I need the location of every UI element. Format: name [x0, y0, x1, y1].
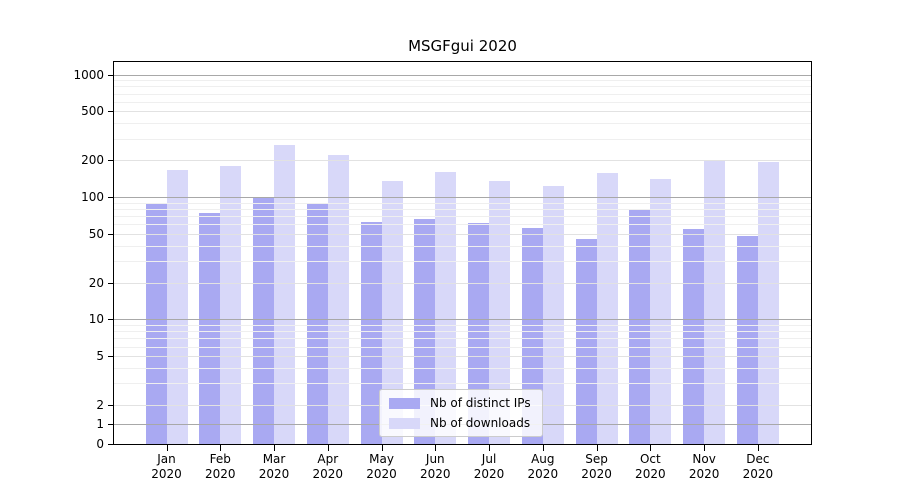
y-tick-label-2: 2: [96, 397, 104, 412]
gridline-1000: [114, 74, 811, 76]
gridline-100: [114, 196, 811, 198]
bar-downloads-may: [381, 181, 403, 444]
y-tick-10: [108, 319, 113, 321]
bar-distinct-ips-mar: [253, 196, 275, 444]
gridline-90: [114, 202, 811, 204]
bar-distinct-ips-dec: [736, 235, 758, 444]
y-tick-1000: [108, 74, 113, 76]
x-tick-label-aug: Aug 2020: [527, 452, 559, 481]
gridline-900: [114, 80, 811, 82]
x-tick-feb: [220, 445, 222, 451]
gridline-2: [114, 404, 811, 406]
bar-distinct-ips-sep: [575, 239, 597, 444]
bar-downloads-aug: [542, 185, 564, 444]
gridline-200: [114, 160, 811, 162]
x-tick-sep: [596, 445, 598, 451]
gridline-8: [114, 331, 811, 333]
x-tick-jun: [435, 445, 437, 451]
gridline-4: [114, 368, 811, 370]
x-tick-dec: [757, 445, 759, 451]
gridline-700: [114, 93, 811, 95]
bar-downloads-dec: [757, 161, 779, 444]
gridline-500: [114, 111, 811, 113]
x-tick-label-feb: Feb 2020: [204, 452, 236, 481]
bar-downloads-jul: [489, 181, 511, 444]
gridline-70: [114, 215, 811, 217]
x-tick-label-jan: Jan 2020: [151, 452, 182, 481]
bar-downloads-jan: [166, 170, 188, 444]
x-tick-aug: [542, 445, 544, 451]
gridline-3: [114, 383, 811, 385]
y-tick-100: [108, 196, 113, 198]
gridline-400: [114, 123, 811, 125]
bar-distinct-ips-apr: [306, 203, 328, 444]
x-tick-label-nov: Nov 2020: [688, 452, 720, 481]
x-tick-label-jul: Jul 2020: [473, 452, 505, 481]
bar-downloads-mar: [274, 144, 296, 444]
y-tick-20: [108, 282, 113, 284]
bar-distinct-ips-may: [360, 222, 382, 444]
y-tick-500: [108, 111, 113, 113]
y-tick-label-100: 100: [81, 189, 104, 204]
gridline-50: [114, 233, 811, 235]
gridline-600: [114, 101, 811, 103]
y-tick-label-0: 0: [96, 437, 104, 451]
x-tick-nov: [704, 445, 706, 451]
gridline-10: [114, 319, 811, 321]
x-tick-may: [381, 445, 383, 451]
bar-distinct-ips-jul: [468, 223, 490, 444]
bar-downloads-oct: [650, 179, 672, 444]
x-tick-jul: [489, 445, 491, 451]
gridline-30: [114, 260, 811, 262]
y-tick-label-200: 200: [81, 153, 104, 168]
y-tick-label-500: 500: [81, 104, 104, 119]
bar-downloads-sep: [596, 172, 618, 444]
x-tick-label-oct: Oct 2020: [635, 452, 666, 481]
bar-distinct-ips-oct: [629, 210, 651, 444]
y-tick-50: [108, 233, 113, 235]
y-tick-label-10: 10: [88, 312, 104, 327]
gridline-20: [114, 282, 811, 284]
bar-distinct-ips-feb: [199, 212, 221, 444]
y-tick-label-1: 1: [96, 417, 104, 432]
x-tick-apr: [327, 445, 329, 451]
y-tick-label-20: 20: [88, 275, 104, 290]
y-tick-5: [108, 356, 113, 358]
gridline-9: [114, 324, 811, 326]
gridline-80: [114, 208, 811, 210]
y-tick-0: [108, 444, 113, 445]
gridline-7: [114, 338, 811, 340]
y-tick-1: [108, 424, 113, 426]
x-tick-jan: [166, 445, 168, 451]
y-tick-label-50: 50: [88, 226, 104, 241]
bar-downloads-nov: [704, 161, 726, 444]
bar-downloads-jun: [435, 172, 457, 444]
plot-area: 1000 500 200 100 50 20 10 5 2 1 0 Jan 2020 Feb 2020 Mar…: [73, 61, 812, 481]
x-tick-label-apr: Apr 2020: [312, 452, 344, 481]
x-tick-label-jun: Jun 2020: [420, 452, 451, 481]
x-tick-mar: [274, 445, 276, 451]
gridline-6: [114, 346, 811, 348]
gridline-60: [114, 224, 811, 226]
gridline-300: [114, 138, 811, 140]
chart-title: MSGFgui 2020: [408, 37, 517, 55]
x-tick-label-dec: Dec 2020: [742, 452, 774, 481]
y-tick-200: [108, 160, 113, 162]
x-tick-label-sep: Sep 2020: [581, 452, 612, 481]
bar-downloads-apr: [327, 155, 349, 444]
y-tick-2: [108, 404, 113, 406]
bar-downloads-feb: [220, 165, 242, 444]
x-tick-label-may: May 2020: [366, 452, 397, 481]
gridline-1: [114, 424, 811, 426]
y-tick-label-5: 5: [96, 349, 104, 364]
y-tick-label-1000: 1000: [73, 67, 104, 82]
x-tick-oct: [650, 445, 652, 451]
gridline-5: [114, 356, 811, 358]
gridline-40: [114, 245, 811, 247]
gridline-800: [114, 86, 811, 88]
x-tick-label-mar: Mar 2020: [258, 452, 290, 481]
